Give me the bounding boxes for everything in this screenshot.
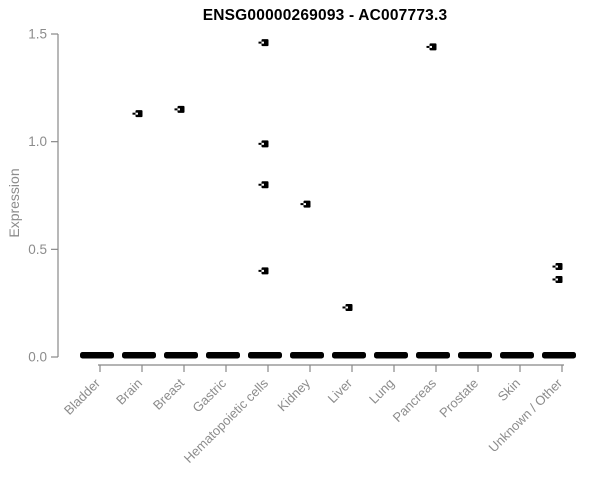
point-whisker	[258, 41, 262, 44]
x-tick-label: Brain	[113, 376, 145, 408]
data-point-marker	[258, 39, 269, 47]
point-box	[261, 140, 269, 148]
point-whisker	[552, 278, 556, 281]
x-tick-label: Bladder	[61, 375, 104, 418]
zero-dash	[416, 352, 450, 359]
point-box	[555, 275, 563, 283]
point-notch	[135, 112, 138, 115]
zero-dash	[332, 352, 366, 359]
data-point-marker	[426, 43, 437, 51]
point-whisker	[132, 112, 136, 115]
zero-dash	[122, 352, 156, 359]
point-box	[345, 303, 353, 311]
x-tick-label: Prostate	[436, 376, 481, 421]
x-tick-label: Liver	[325, 375, 356, 406]
point-notch	[303, 203, 306, 206]
zero-dash	[458, 352, 492, 359]
data-point-marker	[552, 263, 563, 271]
point-notch	[261, 142, 264, 145]
data-point-marker	[300, 200, 311, 208]
y-tick-label: 1.0	[28, 134, 47, 149]
data-point-marker	[132, 110, 143, 118]
zero-dash	[248, 352, 282, 359]
zero-dash	[374, 352, 408, 359]
point-box	[555, 263, 563, 271]
x-tick-label: Lung	[366, 376, 397, 407]
point-notch	[429, 45, 432, 48]
y-tick-label: 0.0	[28, 350, 47, 365]
x-tick-label: Gastric	[189, 375, 229, 415]
data-point-marker	[258, 267, 269, 275]
point-whisker	[258, 269, 262, 272]
point-whisker	[342, 306, 346, 309]
x-tick-label: Pancreas	[390, 375, 440, 425]
data-points	[132, 39, 563, 311]
data-point-marker	[258, 181, 269, 189]
point-whisker	[258, 183, 262, 186]
point-box	[261, 181, 269, 189]
data-point-marker	[552, 275, 563, 283]
point-notch	[345, 306, 348, 309]
y-tick-label: 1.5	[28, 27, 47, 42]
y-axis: 0.0 0.5 1.0 1.5	[28, 27, 59, 365]
zero-dash	[206, 352, 240, 359]
point-whisker	[300, 203, 304, 206]
zero-dashes	[80, 352, 576, 359]
zero-dash	[80, 352, 114, 359]
point-whisker	[552, 265, 556, 268]
point-notch	[261, 41, 264, 44]
point-notch	[261, 183, 264, 186]
point-box	[303, 200, 311, 208]
data-point-marker	[258, 140, 269, 148]
zero-dash	[290, 352, 324, 359]
point-whisker	[258, 142, 262, 145]
point-notch	[177, 108, 180, 111]
point-box	[177, 105, 185, 113]
zero-dash	[164, 352, 198, 359]
point-notch	[555, 278, 558, 281]
x-tick-label: Kidney	[274, 375, 313, 414]
x-tick-label: Skin	[495, 376, 523, 404]
y-tick-label: 0.5	[28, 242, 47, 257]
x-tick-label: Breast	[150, 375, 187, 412]
zero-dash	[500, 352, 534, 359]
point-notch	[261, 269, 264, 272]
chart-title: ENSG00000269093 - AC007773.3	[202, 7, 448, 24]
point-box	[261, 267, 269, 275]
data-point-marker	[174, 105, 185, 113]
point-whisker	[174, 108, 178, 111]
point-box	[261, 39, 269, 47]
point-whisker	[426, 45, 430, 48]
point-notch	[555, 265, 558, 268]
x-tick-label: Unknown / Other	[486, 375, 566, 455]
zero-dash	[542, 352, 576, 359]
data-point-marker	[342, 303, 353, 311]
point-box	[135, 110, 143, 118]
point-box	[429, 43, 437, 51]
